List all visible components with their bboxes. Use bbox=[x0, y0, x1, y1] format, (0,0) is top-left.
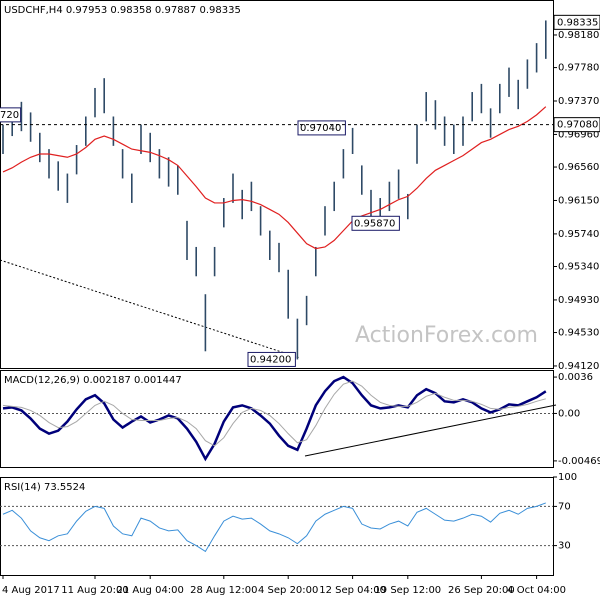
annotation-box bbox=[297, 120, 346, 136]
y-tick-label: 0.96560 bbox=[558, 162, 599, 173]
x-tick-label: 4 Aug 2017 bbox=[2, 585, 60, 596]
moving-average bbox=[2, 106, 547, 250]
x-tick-label: 12 Sep 04:00 bbox=[319, 585, 386, 596]
y-tick-label: 0.98180 bbox=[558, 30, 599, 41]
x-tick-label: 4 Oct 04:00 bbox=[507, 585, 566, 596]
x-tick-label: 28 Aug 12:00 bbox=[190, 585, 257, 596]
y-tick-label: 0.00 bbox=[558, 408, 580, 419]
y-tick-label: 0.94930 bbox=[558, 295, 599, 306]
y-tick-label: 0.94530 bbox=[558, 328, 599, 339]
price-tag bbox=[553, 117, 600, 133]
panel-frame bbox=[0, 370, 554, 468]
price-tag bbox=[553, 14, 600, 30]
price-tag-label: 0.97080 bbox=[557, 120, 598, 131]
y-tick-label: 0.95340 bbox=[558, 262, 599, 273]
x-tick-label: 19 Sep 12:00 bbox=[374, 585, 441, 596]
y-tick-label: -0.004696 bbox=[558, 456, 600, 467]
annotation-box bbox=[0, 107, 22, 123]
y-tick-label: 0.0036 bbox=[558, 372, 593, 383]
series-line bbox=[2, 375, 547, 462]
y-tick-label: 70 bbox=[558, 501, 571, 512]
y-tick-label: 0.97370 bbox=[558, 96, 599, 107]
panel-frame bbox=[0, 0, 554, 369]
annotation-box bbox=[351, 215, 400, 231]
macd-trend-line bbox=[304, 404, 557, 457]
price-tag-label: 0.98335 bbox=[557, 17, 598, 28]
x-tick-label: 4 Sep 20:00 bbox=[258, 585, 318, 596]
x-tick-label: 21 Aug 04:00 bbox=[116, 585, 183, 596]
x-tick-label: 11 Aug 20:00 bbox=[61, 585, 128, 596]
y-tick-label: 0.95740 bbox=[558, 229, 599, 240]
x-tick-label: 26 Sep 20:00 bbox=[448, 585, 515, 596]
annotation-label: 0.97040 bbox=[300, 123, 341, 134]
y-tick-label: 0.96960 bbox=[558, 129, 599, 140]
trend-line bbox=[0, 259, 301, 359]
panel-title: RSI(14) 73.5524 bbox=[4, 482, 85, 493]
y-tick-label: 100 bbox=[558, 472, 577, 483]
panel-title: USDCHF,H4 0.97953 0.98358 0.97887 0.9833… bbox=[4, 5, 241, 16]
y-tick-label: 0.96150 bbox=[558, 195, 599, 206]
series-line bbox=[2, 380, 546, 447]
annotation-label: 0.94200 bbox=[250, 354, 291, 365]
y-tick-label: 0.97780 bbox=[558, 63, 599, 74]
series-line bbox=[2, 502, 546, 553]
annotation-box bbox=[247, 351, 296, 367]
annotation-label: 0.95870 bbox=[354, 218, 395, 229]
watermark: ActionForex.com bbox=[355, 323, 538, 348]
panel-title: MACD(12,26,9) 0.002187 0.001447 bbox=[4, 375, 182, 386]
y-tick-label: 0.94120 bbox=[558, 361, 599, 372]
y-tick-label: 30 bbox=[558, 541, 571, 552]
panel-frame bbox=[0, 477, 554, 576]
annotation-label: 720 bbox=[0, 110, 19, 121]
